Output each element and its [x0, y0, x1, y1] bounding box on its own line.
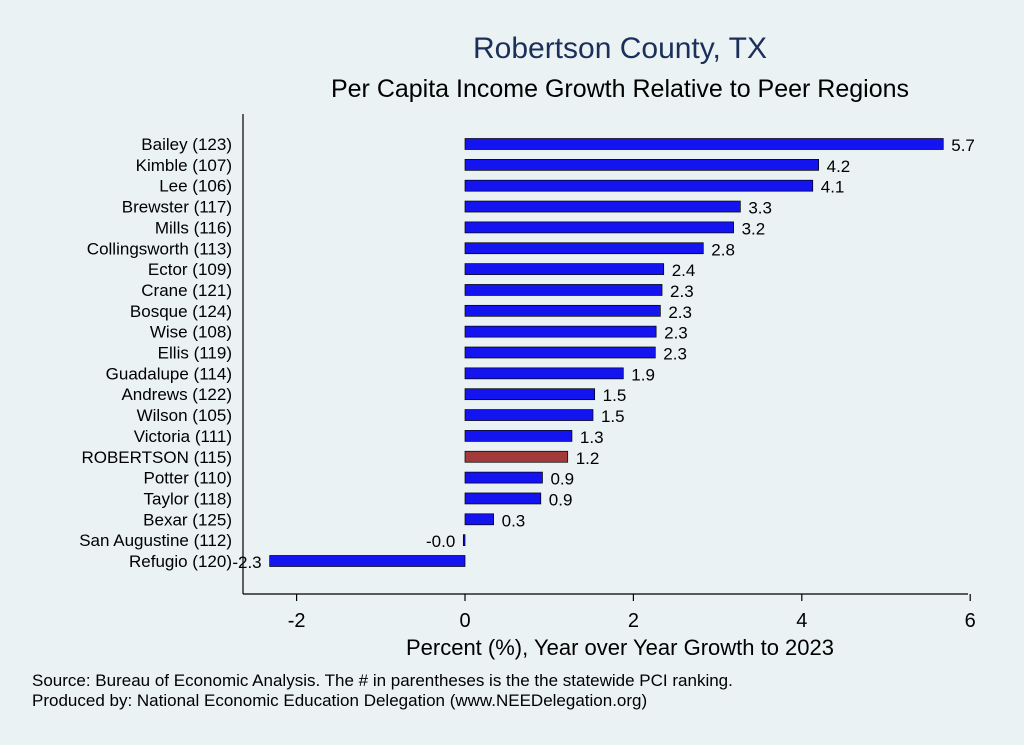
category-label: Taylor (118): [144, 489, 233, 508]
bar: [464, 284, 663, 296]
value-label: 2.3: [664, 324, 688, 343]
category-label: Collingsworth (113): [87, 239, 232, 258]
x-tick-label: 0: [459, 610, 470, 632]
chart-subtitle: Per Capita Income Growth Relative to Pee…: [331, 75, 909, 103]
bar: [464, 367, 624, 380]
category-label: Guadalupe (114): [106, 364, 232, 383]
value-label: 3.3: [748, 199, 772, 218]
bar: [464, 325, 657, 338]
bar: [464, 242, 704, 255]
value-label: 1.5: [601, 407, 625, 426]
bar: [464, 430, 573, 442]
bar: [462, 534, 466, 547]
x-tick-label: 2: [628, 610, 639, 632]
value-label: 0.3: [502, 511, 526, 530]
bar: [464, 221, 734, 234]
value-label: 2.8: [711, 240, 735, 259]
produced-by-note: Produced by: National Economic Education…: [32, 691, 648, 710]
value-label: -2.3: [232, 553, 261, 572]
bar: [464, 409, 594, 421]
bar-highlight: [464, 450, 569, 463]
value-label: 2.3: [670, 282, 694, 301]
bar: [464, 200, 741, 213]
value-label: 5.7: [951, 136, 975, 155]
chart-title: Robertson County, TX: [473, 32, 767, 65]
bar: [464, 159, 819, 171]
category-label: Bexar (125): [143, 510, 232, 529]
value-label: 0.9: [550, 470, 574, 489]
bar: [464, 388, 596, 401]
category-label: Crane (121): [141, 281, 232, 300]
category-label: Kimble (107): [136, 156, 232, 175]
bar: [464, 513, 494, 526]
category-label: Refugio (120): [129, 552, 232, 571]
value-label: 1.9: [631, 365, 655, 384]
bar: [464, 263, 665, 275]
bar: [464, 492, 542, 505]
category-label: Bailey (123): [141, 135, 232, 154]
category-label: Brewster (117): [122, 198, 232, 217]
value-label: 0.9: [549, 490, 573, 509]
chart: Robertson County, TX Per Capita Income G…: [79, 32, 976, 660]
category-label: Ellis (119): [158, 344, 232, 363]
value-label: 2.3: [663, 345, 687, 364]
x-tick-label: 4: [796, 610, 807, 632]
bar: [464, 346, 656, 359]
value-label: 1.2: [576, 449, 600, 468]
bar: [464, 138, 944, 150]
value-label: 2.3: [668, 303, 692, 322]
category-label: San Augustine (112): [79, 531, 232, 550]
bar: [269, 555, 466, 567]
value-label: -0.0: [426, 532, 455, 551]
x-axis-label: Percent (%), Year over Year Growth to 20…: [406, 635, 834, 660]
category-label: Wilson (105): [137, 406, 232, 425]
x-tick-label: -2: [288, 610, 306, 632]
bar: [464, 304, 661, 317]
category-label: Bosque (124): [130, 302, 232, 321]
category-label: Victoria (111): [134, 427, 232, 446]
source-note: Source: Bureau of Economic Analysis. The…: [32, 671, 733, 690]
category-label: ROBERTSON (115): [81, 448, 232, 467]
category-label: Mills (116): [155, 218, 232, 237]
category-label: Wise (108): [150, 323, 232, 342]
category-label: Andrews (122): [121, 385, 232, 404]
value-label: 3.2: [742, 219, 766, 238]
bar: [464, 179, 814, 192]
category-label: Lee (106): [159, 177, 232, 196]
value-label: 1.5: [603, 386, 627, 405]
value-label: 4.2: [827, 157, 851, 176]
bar: [464, 471, 543, 484]
category-label: Ector (109): [148, 260, 232, 279]
category-label: Potter (110): [143, 469, 232, 488]
value-label: 1.3: [580, 428, 604, 447]
value-label: 4.1: [821, 178, 845, 197]
value-label: 2.4: [672, 261, 696, 280]
x-tick-label: 6: [965, 610, 976, 632]
